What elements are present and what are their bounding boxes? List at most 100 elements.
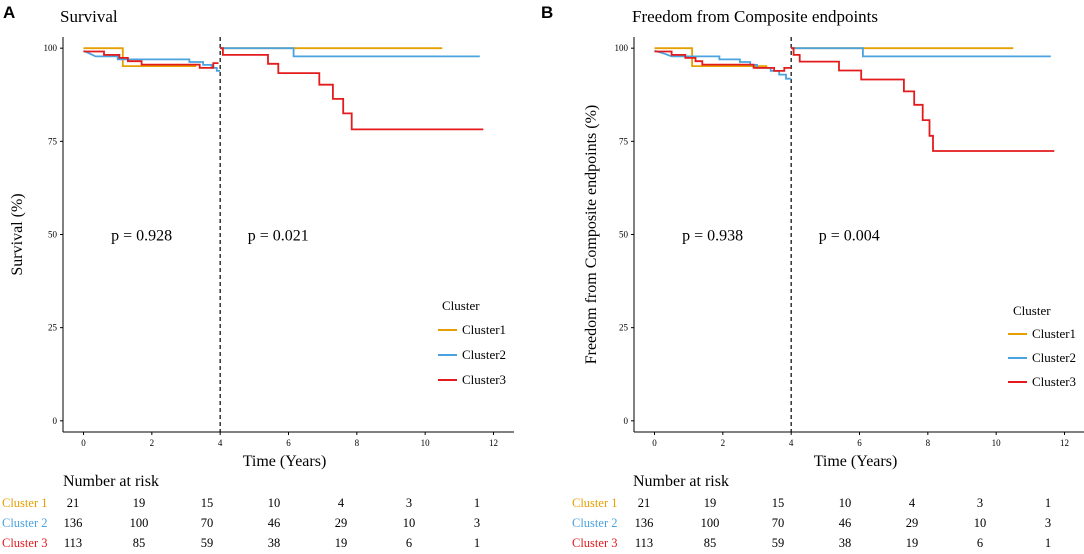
risk-cell: 113 xyxy=(635,536,653,550)
risk-cell: 6 xyxy=(977,536,983,550)
risk-table-title: Number at risk xyxy=(633,473,729,490)
risk-cell: 29 xyxy=(335,516,348,530)
risk-cell: 21 xyxy=(67,496,80,510)
risk-cell: 70 xyxy=(201,516,214,530)
risk-row-label: Cluster 3 xyxy=(2,536,47,550)
risk-cell: 19 xyxy=(133,496,146,510)
risk-cell: 3 xyxy=(1045,516,1051,530)
risk-cell: 29 xyxy=(906,516,919,530)
risk-row-label: Cluster 3 xyxy=(572,536,617,550)
risk-cell: 15 xyxy=(201,496,214,510)
risk-cell: 46 xyxy=(268,516,281,530)
legend-entry: Cluster1 xyxy=(1032,326,1076,341)
y-tick-label: 25 xyxy=(619,323,629,333)
risk-cell: 70 xyxy=(772,516,785,530)
km-curve-cluster2-after xyxy=(791,47,1051,58)
legend-entry: Cluster1 xyxy=(462,322,506,337)
y-tick-label: 50 xyxy=(48,230,58,240)
y-tick-label: 75 xyxy=(619,136,629,146)
km-curve-cluster2-before xyxy=(83,49,221,72)
y-tick-label: 0 xyxy=(624,416,629,426)
km-curve-cluster3-before xyxy=(83,50,219,69)
risk-cell: 19 xyxy=(704,496,717,510)
x-tick-label: 0 xyxy=(652,438,657,448)
x-tick-label: 10 xyxy=(421,438,431,448)
risk-cell: 10 xyxy=(974,516,987,530)
p-value-annotation: p = 0.004 xyxy=(819,228,880,245)
p-value-annotation: p = 0.021 xyxy=(248,228,309,245)
chart-title: Survival xyxy=(60,7,118,26)
risk-cell: 3 xyxy=(406,496,412,510)
y-tick-label: 75 xyxy=(48,136,58,146)
risk-cell: 136 xyxy=(64,516,83,530)
x-tick-label: 2 xyxy=(150,438,155,448)
risk-table-title: Number at risk xyxy=(63,473,159,490)
risk-cell: 15 xyxy=(772,496,785,510)
risk-row-label: Cluster 1 xyxy=(572,496,617,510)
legend-title: Cluster xyxy=(442,298,480,313)
risk-cell: 3 xyxy=(977,496,983,510)
y-tick-label: 100 xyxy=(44,43,58,53)
chart-title: Freedom from Composite endpoints xyxy=(632,7,878,26)
risk-cell: 1 xyxy=(474,496,480,510)
risk-row-label: Cluster 1 xyxy=(2,496,47,510)
y-tick-label: 0 xyxy=(53,416,58,426)
risk-cell: 4 xyxy=(338,496,345,510)
legend-entry: Cluster3 xyxy=(462,372,506,387)
risk-cell: 1 xyxy=(1045,536,1051,550)
legend-title: Cluster xyxy=(1013,303,1051,318)
risk-cell: 1 xyxy=(1045,496,1051,510)
x-tick-label: 6 xyxy=(857,438,862,448)
x-axis-label: Time (Years) xyxy=(814,453,898,470)
risk-row-label: Cluster 2 xyxy=(2,516,47,530)
risk-cell: 46 xyxy=(839,516,852,530)
x-tick-label: 0 xyxy=(81,438,86,448)
risk-cell: 4 xyxy=(909,496,916,510)
x-tick-label: 6 xyxy=(286,438,291,448)
risk-cell: 85 xyxy=(704,536,717,550)
p-value-annotation: p = 0.938 xyxy=(682,228,743,245)
legend: Cluster Cluster1 Cluster2 Cluster3 xyxy=(1008,303,1076,389)
risk-cell: 10 xyxy=(268,496,281,510)
risk-cell: 10 xyxy=(403,516,416,530)
risk-row-label: Cluster 2 xyxy=(572,516,617,530)
risk-cell: 38 xyxy=(268,536,281,550)
km-curve-cluster3-after xyxy=(791,47,1055,152)
chart-panel-a: A Survival 0 25 50 75 100 0 2 4 6 8 10 12 Time (Years)… xyxy=(3,3,514,470)
legend-entry: Cluster3 xyxy=(1032,374,1076,389)
risk-cell: 100 xyxy=(130,516,149,530)
risk-table-a: Number at risk Cluster 1 21 19 15 10 4 3 1 Cluste… xyxy=(2,473,480,550)
risk-cell: 10 xyxy=(839,496,852,510)
risk-cell: 59 xyxy=(772,536,785,550)
p-value-annotation: p = 0.928 xyxy=(111,228,172,245)
km-curve-cluster3-after xyxy=(220,47,484,131)
legend: Cluster Cluster1 Cluster2 Cluster3 xyxy=(438,298,506,387)
y-axis-label: Survival (%) xyxy=(9,193,26,275)
risk-cell: 38 xyxy=(839,536,852,550)
risk-cell: 85 xyxy=(133,536,146,550)
risk-cell: 1 xyxy=(474,536,480,550)
legend-entry: Cluster2 xyxy=(462,347,506,362)
risk-cell: 19 xyxy=(335,536,348,550)
km-curve-cluster3-before xyxy=(654,50,792,72)
risk-cell: 59 xyxy=(201,536,214,550)
risk-cell: 19 xyxy=(906,536,919,550)
legend-entry: Cluster2 xyxy=(1032,350,1076,365)
y-tick-label: 100 xyxy=(615,43,629,53)
x-tick-label: 8 xyxy=(355,438,360,448)
risk-cell: 6 xyxy=(406,536,412,550)
km-curve-cluster2-after xyxy=(220,47,480,58)
x-axis-label: Time (Years) xyxy=(243,453,327,470)
risk-cell: 113 xyxy=(64,536,82,550)
risk-cell: 21 xyxy=(638,496,651,510)
y-tick-label: 50 xyxy=(619,230,629,240)
risk-cell: 136 xyxy=(635,516,654,530)
x-tick-label: 12 xyxy=(1060,438,1069,448)
y-axis-label: Freedom from Composite endpoints (%) xyxy=(583,105,600,365)
x-tick-label: 12 xyxy=(489,438,498,448)
risk-cell: 3 xyxy=(474,516,480,530)
x-tick-label: 4 xyxy=(218,438,223,448)
panel-label: A xyxy=(3,3,15,22)
x-tick-label: 8 xyxy=(926,438,931,448)
